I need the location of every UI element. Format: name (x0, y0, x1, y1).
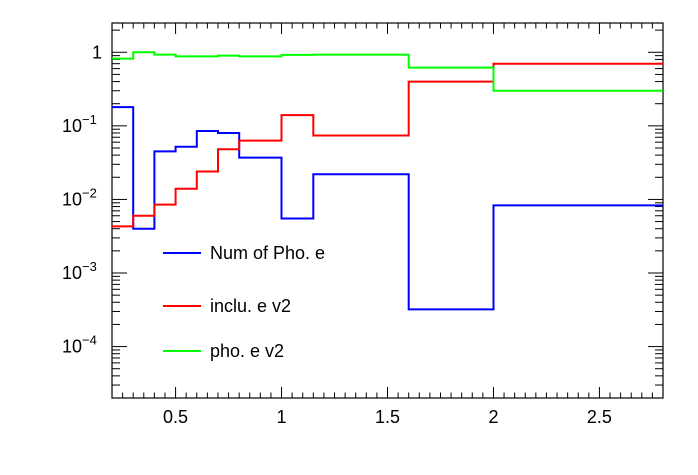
y-tick-label: 10−3 (62, 259, 97, 283)
series-line (112, 51, 663, 92)
y-tick-exponent: −2 (82, 185, 97, 200)
y-tick-exponent: −3 (82, 259, 97, 274)
y-tick-label: 10−1 (62, 112, 97, 136)
y-tick-label: 10−2 (62, 185, 97, 209)
y-tick-label: 1 (92, 42, 102, 62)
plot-frame (111, 22, 664, 399)
x-tick-label: 2.5 (587, 407, 612, 427)
x-tick-label: 2 (488, 407, 498, 427)
series-group (112, 51, 663, 311)
y-tick-exponent: −4 (82, 333, 97, 348)
x-tick-labels: 0.5 1 1.5 2 2.5 (163, 407, 612, 427)
legend-label: Num of Pho. e (210, 243, 325, 263)
x-tick-label: 1 (277, 407, 287, 427)
y-tick-label: 10−4 (62, 333, 97, 357)
legend: Num of Pho. e inclu. e v2 pho. e v2 (163, 243, 325, 361)
series-line (112, 106, 663, 311)
y-tick-exponent: −1 (82, 112, 97, 127)
series-line (112, 62, 663, 228)
axis-ticks (112, 23, 663, 399)
legend-label: pho. e v2 (210, 341, 284, 361)
y-tick-labels: 1 10−1 10−2 10−3 10−4 (62, 42, 102, 356)
legend-label: inclu. e v2 (210, 296, 291, 316)
x-tick-label: 1.5 (375, 407, 400, 427)
x-tick-label: 0.5 (163, 407, 188, 427)
